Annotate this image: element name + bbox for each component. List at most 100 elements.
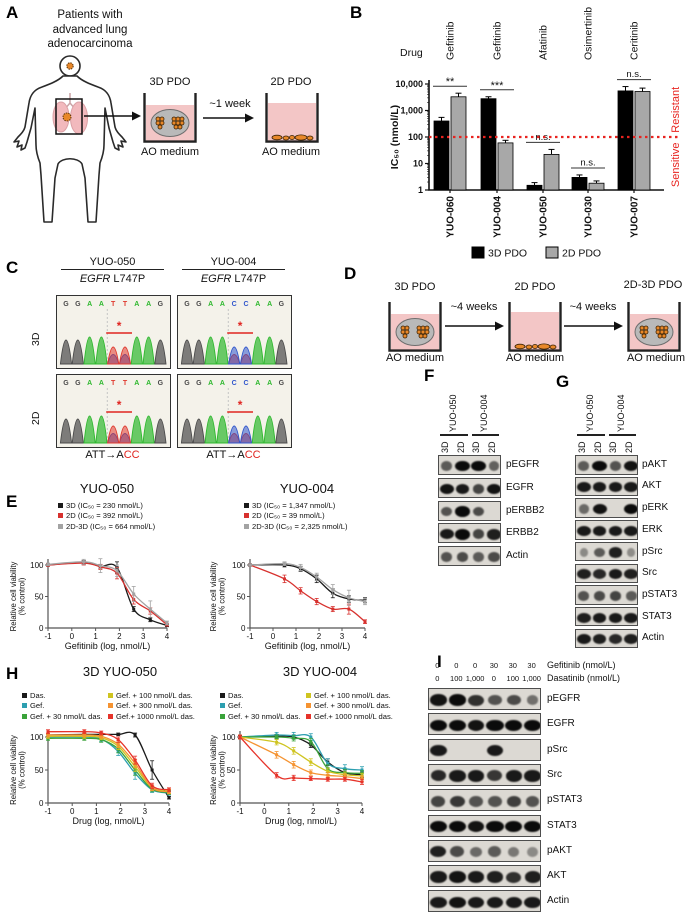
axis <box>239 731 362 804</box>
blot-band <box>488 461 500 471</box>
blot-band <box>486 896 504 909</box>
bar <box>571 176 588 191</box>
base-letter: T <box>123 301 128 308</box>
blot-band <box>488 552 500 563</box>
blot-band <box>624 482 637 493</box>
base-letter: G <box>196 380 202 387</box>
legend-label: Gef. + 300 nmol/L das. <box>116 701 193 711</box>
peak <box>275 339 288 365</box>
blot-band <box>455 506 470 517</box>
blot-row <box>428 713 541 736</box>
blot-band <box>468 694 484 706</box>
blot-band <box>455 483 470 494</box>
y-axis-label: (% control) <box>218 577 227 615</box>
bar <box>433 120 450 191</box>
blot-band <box>441 461 453 471</box>
base-letter: A <box>267 380 272 387</box>
significance: n.s. <box>626 69 641 80</box>
base-letter: G <box>158 301 164 308</box>
base-letter: A <box>87 301 92 308</box>
chromatogram: G G A A C C A A G* <box>177 374 292 448</box>
blot-row <box>428 688 541 710</box>
data-point <box>347 607 351 611</box>
data-point <box>292 749 296 753</box>
data-point <box>275 740 279 744</box>
blot-row-label: pSrc <box>642 545 663 557</box>
category-label: YUO-060 <box>446 196 457 238</box>
y-tick-label: 1,000 <box>400 106 423 116</box>
base-letter: A <box>208 380 213 387</box>
blot-row-label: EGFR <box>547 718 575 730</box>
data-point <box>309 771 313 775</box>
blot-row <box>438 523 501 544</box>
blot-band <box>486 820 504 833</box>
data-point <box>283 562 286 566</box>
peak-het <box>107 346 120 365</box>
peak <box>216 415 229 444</box>
blot-band <box>472 506 485 517</box>
data-point <box>326 773 330 777</box>
blot-band <box>524 770 540 782</box>
data-point <box>132 592 136 596</box>
panel-a-label: A <box>6 3 19 22</box>
data-point <box>116 732 120 736</box>
dish-2d3d <box>627 300 681 352</box>
y-tick-label: 0 <box>39 799 44 808</box>
base-letter: A <box>255 380 260 387</box>
y-axis-label: (% control) <box>18 577 27 615</box>
bar <box>634 91 651 191</box>
blot-row <box>428 763 541 786</box>
base-letter: A <box>146 380 151 387</box>
blot-band <box>430 871 447 883</box>
blot-band <box>441 552 453 563</box>
plot-legend: Gef. + 100 nmol/L das. Gef. + 300 nmol/L … <box>306 690 393 722</box>
y-axis-label: Relative cell viability <box>9 735 18 805</box>
base-letter: G <box>158 380 164 387</box>
legend-item: Gef. + 300 nmol/L das. <box>108 701 195 712</box>
drug-name: Osimertinib <box>583 7 595 60</box>
lane-sample-label: YUO-004 <box>479 394 490 432</box>
data-point <box>363 600 367 603</box>
blot-band <box>506 694 521 706</box>
base-change-red: CC <box>123 449 140 461</box>
legend-item: Das. <box>22 690 103 701</box>
data-point <box>309 735 313 739</box>
blot-band <box>578 461 590 471</box>
dish-2d <box>265 91 319 143</box>
blot-band <box>592 460 607 471</box>
base-letter: G <box>63 301 69 308</box>
legend-marker <box>220 692 225 698</box>
dose-value: 0 <box>491 673 496 683</box>
lane-condition-label: 2D <box>455 441 466 453</box>
patient-body-outline <box>13 75 127 223</box>
dish-2d-label: 2D PDO <box>270 76 312 88</box>
blot-row <box>438 500 501 521</box>
blot-row-label: pEGFR <box>547 693 581 704</box>
peak <box>59 418 73 444</box>
data-point <box>82 730 86 734</box>
plot-title: 3D YUO-004 <box>282 664 358 679</box>
blot-band <box>508 846 520 857</box>
panel-i-label: I <box>437 652 442 671</box>
blot-row <box>575 498 638 518</box>
mutation-star: * <box>117 398 122 412</box>
dose-value: 0 <box>435 673 440 683</box>
y-tick-label: 10 <box>413 159 423 169</box>
legend-marker <box>306 703 311 709</box>
blot-band <box>505 820 523 833</box>
blot-band <box>524 871 540 883</box>
blot-band <box>592 504 607 515</box>
y-tick-label: 10,000 <box>395 79 423 89</box>
legend-label: Gef.+ 1000 nmol/L das. <box>116 711 195 721</box>
legend-item: Das. <box>220 690 301 701</box>
data-point <box>133 758 137 762</box>
blot-band <box>470 846 483 857</box>
blot-row <box>575 520 638 540</box>
legend-label: Das. <box>30 690 46 700</box>
legend-item: 3D (IC₅₀ = 1,347 nmol/L) <box>244 500 347 511</box>
blot-band <box>430 846 447 858</box>
blot-band <box>469 795 483 807</box>
ao-medium-label: AO medium <box>261 146 321 158</box>
blot-row-label: AKT <box>547 870 567 882</box>
